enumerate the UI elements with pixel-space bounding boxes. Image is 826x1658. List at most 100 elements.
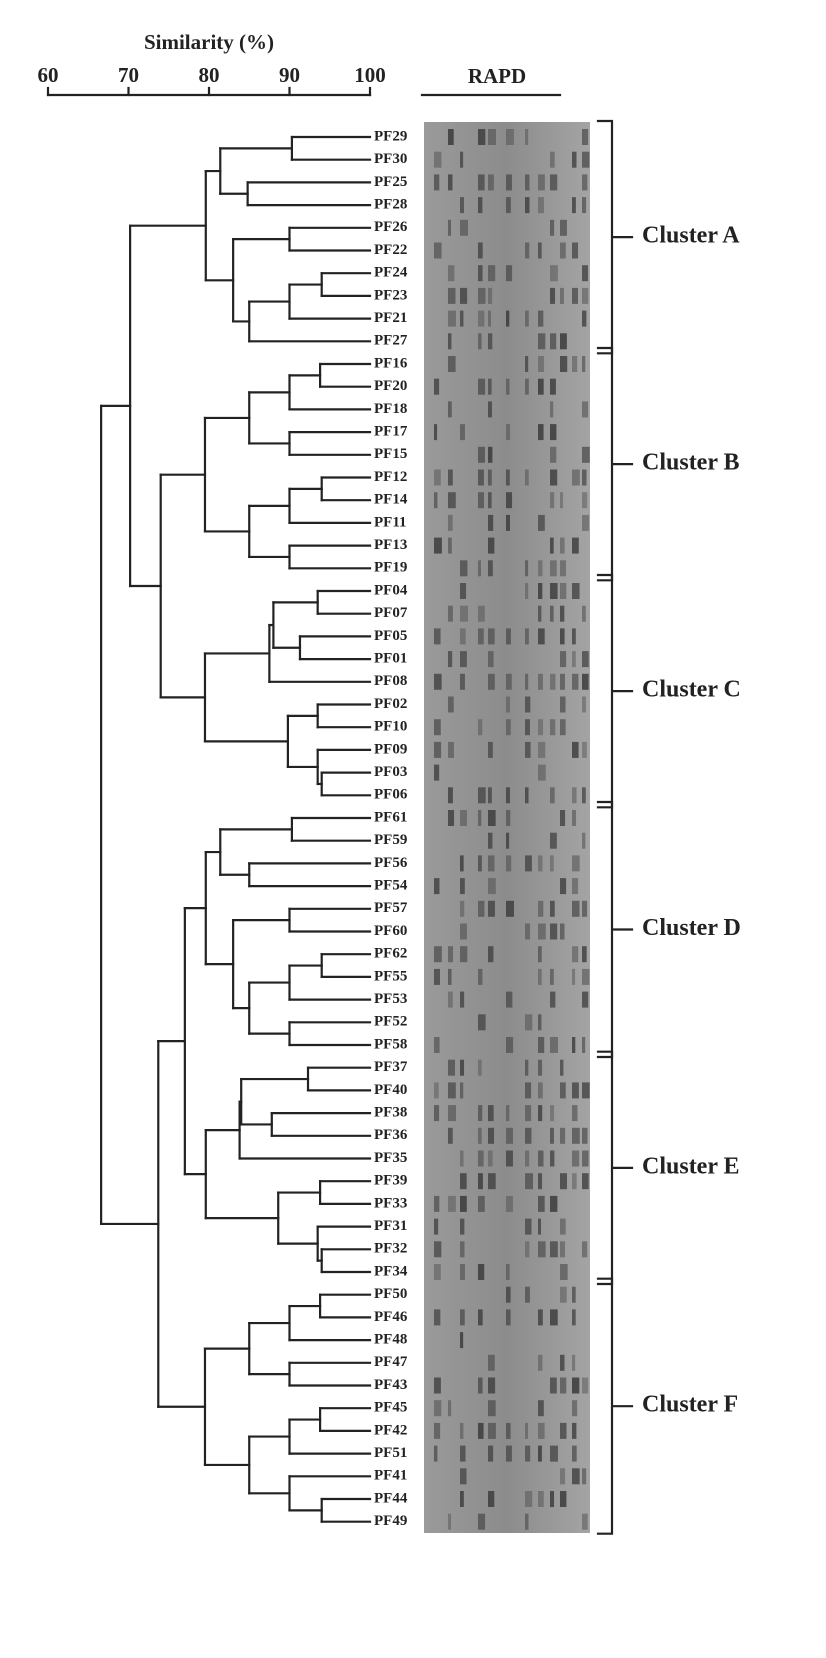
band [538, 333, 546, 350]
leaf-label: PF55 [374, 968, 407, 984]
band [525, 787, 529, 804]
band [460, 1445, 466, 1462]
leaf-label: PF36 [374, 1127, 408, 1143]
band [434, 673, 442, 690]
band [478, 605, 485, 622]
band [572, 1082, 579, 1099]
band [478, 1309, 483, 1326]
leaf-label: PF61 [374, 809, 407, 825]
band [525, 855, 532, 872]
band [582, 287, 589, 304]
band [560, 1173, 567, 1190]
band [572, 1422, 577, 1439]
band [525, 378, 529, 395]
band [506, 832, 510, 849]
leaf-label: PF54 [374, 878, 408, 894]
leaf-label: PF60 [374, 923, 407, 939]
band [550, 333, 557, 350]
band [506, 1150, 513, 1167]
band [572, 1127, 580, 1144]
leaf-label: PF35 [374, 1150, 407, 1166]
band [582, 1082, 590, 1099]
band [572, 1105, 578, 1122]
band [550, 1377, 557, 1394]
cluster-bracket [596, 346, 634, 582]
band [506, 673, 512, 690]
band [478, 1014, 486, 1031]
band [582, 787, 586, 804]
band [572, 810, 577, 826]
band [572, 356, 578, 372]
band [550, 424, 557, 441]
band [488, 537, 495, 554]
band [448, 537, 452, 554]
band [550, 787, 555, 804]
band [488, 265, 496, 282]
leaf-label: PF17 [374, 424, 408, 440]
band [582, 492, 588, 509]
cluster-label: Cluster E [642, 1153, 740, 1179]
leaf-label: PF45 [374, 1400, 407, 1416]
band [550, 469, 558, 486]
band [506, 855, 512, 872]
cluster-label: Cluster A [642, 223, 740, 249]
band [525, 1445, 531, 1462]
band [550, 583, 558, 599]
leaf-label: PF06 [374, 787, 408, 803]
band [550, 1127, 554, 1144]
cluster-bracket [596, 800, 634, 1059]
band [448, 946, 454, 963]
band [488, 310, 492, 327]
leaf-label: PF41 [374, 1468, 407, 1484]
band [448, 991, 453, 1008]
leaf-label: PF25 [374, 174, 407, 190]
band [506, 174, 512, 191]
band [525, 310, 529, 327]
tick-label: 100 [354, 63, 386, 87]
band [572, 787, 577, 804]
band [582, 446, 590, 463]
band [434, 242, 442, 259]
band [434, 764, 440, 781]
band [550, 287, 556, 304]
band [506, 469, 510, 486]
band [488, 378, 492, 395]
leaf-label: PF32 [374, 1241, 407, 1257]
band [550, 560, 557, 577]
leaf-label: PF49 [374, 1513, 407, 1529]
band [460, 991, 465, 1008]
band [560, 333, 567, 350]
band [434, 1377, 441, 1394]
band [572, 673, 579, 690]
leaf-label: PF04 [374, 582, 408, 598]
band [488, 560, 493, 577]
band [488, 855, 495, 872]
band [488, 878, 496, 895]
band [538, 673, 543, 690]
band [488, 628, 495, 645]
band [460, 583, 467, 599]
leaf-label: PF58 [374, 1036, 407, 1052]
band [460, 1150, 464, 1167]
band [488, 832, 493, 849]
band [582, 174, 588, 191]
band [560, 810, 566, 826]
band [448, 310, 456, 327]
band [478, 446, 485, 463]
band [488, 333, 493, 350]
band [582, 991, 589, 1008]
band [478, 810, 482, 826]
band [550, 378, 556, 395]
band [560, 878, 567, 895]
leaf-label: PF62 [374, 946, 407, 962]
leaf-label: PF43 [374, 1377, 407, 1393]
band [560, 242, 566, 259]
band [538, 764, 546, 781]
band [560, 1491, 567, 1507]
band [550, 900, 555, 917]
band [582, 605, 586, 622]
leaf-label: PF46 [374, 1309, 408, 1325]
band [448, 401, 452, 418]
band [525, 1150, 530, 1167]
band [460, 1309, 465, 1326]
